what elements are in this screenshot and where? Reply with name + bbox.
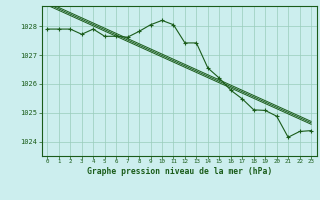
X-axis label: Graphe pression niveau de la mer (hPa): Graphe pression niveau de la mer (hPa) xyxy=(87,167,272,176)
